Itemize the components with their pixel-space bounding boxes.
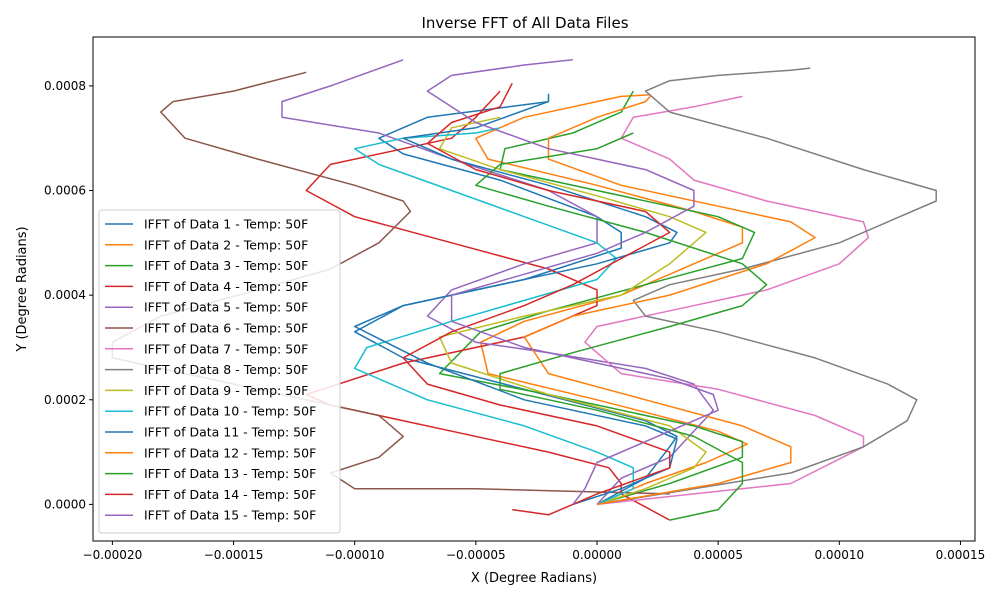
x-tick-label: −0.00010 bbox=[325, 548, 385, 562]
series-line-14 bbox=[402, 82, 671, 516]
x-tick-label: −0.00020 bbox=[83, 548, 143, 562]
x-axis-label: X (Degree Radians) bbox=[471, 571, 597, 586]
y-tick-label: 0.0000 bbox=[44, 497, 86, 511]
series-line-7 bbox=[584, 95, 870, 506]
y-tick-label: 0.0002 bbox=[44, 393, 86, 407]
y-tick-label: 0.0004 bbox=[44, 288, 86, 302]
series-line-12 bbox=[523, 95, 816, 506]
x-tick-label: 0.00005 bbox=[693, 548, 743, 562]
y-axis-label: Y (Degree Radians) bbox=[15, 226, 30, 352]
x-tick-label: 0.00015 bbox=[936, 548, 986, 562]
chart-title: Inverse FFT of All Data Files bbox=[421, 14, 628, 32]
legend-label-12: IFFT of Data 12 - Temp: 50F bbox=[144, 445, 316, 460]
series-line-11 bbox=[353, 93, 678, 506]
x-tick-label: 0.00010 bbox=[814, 548, 864, 562]
series-line-9 bbox=[438, 116, 707, 506]
x-axis: −0.00020 −0.00015 −0.00010 −0.00005 0.00000 0… bbox=[83, 541, 986, 562]
legend-label-2: IFFT of Data 2 - Temp: 50F bbox=[144, 237, 308, 252]
legend: IFFT of Data 1 - Temp: 50F IFFT of Data 2… bbox=[98, 209, 341, 534]
legend-label-7: IFFT of Data 7 - Temp: 50F bbox=[144, 341, 308, 356]
legend-label-1: IFFT of Data 1 - Temp: 50F bbox=[144, 217, 308, 232]
series-line-8 bbox=[596, 67, 937, 506]
x-tick-label: −0.00005 bbox=[446, 548, 506, 562]
plot-frame bbox=[92, 36, 976, 542]
legend-label-11: IFFT of Data 11 - Temp: 50F bbox=[144, 425, 316, 440]
legend-box bbox=[98, 209, 341, 534]
series-line-15 bbox=[426, 59, 719, 505]
legend-label-15: IFFT of Data 15 - Temp: 50F bbox=[144, 508, 316, 523]
series-line-3 bbox=[438, 90, 756, 506]
legend-label-8: IFFT of Data 8 - Temp: 50F bbox=[144, 362, 308, 377]
x-tick-label: 0.00000 bbox=[572, 548, 622, 562]
x-tick-label: −0.00015 bbox=[204, 548, 264, 562]
legend-label-9: IFFT of Data 9 - Temp: 50F bbox=[144, 383, 308, 398]
legend-label-4: IFFT of Data 4 - Temp: 50F bbox=[144, 279, 308, 294]
legend-label-13: IFFT of Data 13 - Temp: 50F bbox=[144, 466, 316, 481]
series-line-4 bbox=[305, 90, 671, 521]
legend-label-6: IFFT of Data 6 - Temp: 50F bbox=[144, 321, 308, 336]
series-line-13 bbox=[475, 132, 768, 521]
legend-label-10: IFFT of Data 10 - Temp: 50F bbox=[144, 404, 316, 419]
y-axis: 0.0000 0.0002 0.0004 0.0006 0.0008 bbox=[44, 79, 93, 511]
legend-label-14: IFFT of Data 14 - Temp: 50F bbox=[144, 487, 316, 502]
legend-label-5: IFFT of Data 5 - Temp: 50F bbox=[144, 300, 308, 315]
y-tick-label: 0.0008 bbox=[44, 79, 86, 93]
legend-label-3: IFFT of Data 3 - Temp: 50F bbox=[144, 258, 308, 273]
series-line-5 bbox=[281, 59, 715, 505]
y-tick-label: 0.0006 bbox=[44, 184, 86, 198]
